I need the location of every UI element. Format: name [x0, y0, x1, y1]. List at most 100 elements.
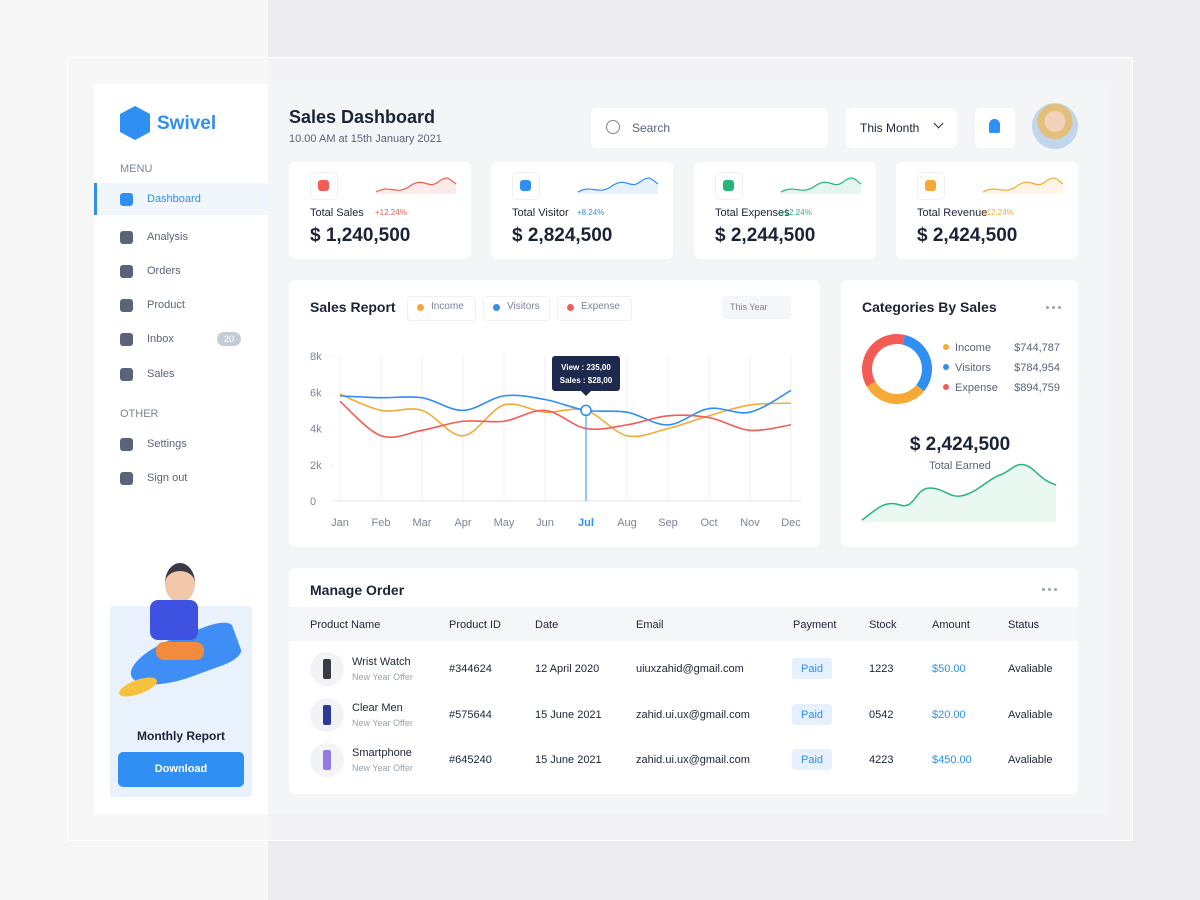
- cell-id: #645240: [449, 754, 492, 766]
- earned-area: [862, 464, 1056, 522]
- x-tick-label: May: [494, 517, 515, 529]
- stat-sparkline-area: [781, 178, 861, 194]
- cell-amount: $450.00: [932, 754, 972, 766]
- menu-item[interactable]: Settings: [147, 438, 187, 450]
- cell-date: 15 June 2021: [535, 708, 602, 721]
- legend-pill: [557, 296, 632, 321]
- menu-icon: [120, 472, 133, 485]
- period-select[interactable]: [722, 296, 791, 319]
- product-glyph: [323, 704, 331, 725]
- tooltip-arrow: [581, 391, 591, 396]
- total-label: Total Earned: [929, 460, 991, 472]
- more-dot: [1042, 588, 1045, 591]
- cell-date: 12 April 2020: [535, 663, 600, 675]
- cell-status: Avaliable: [1008, 708, 1053, 721]
- column-header: Date: [535, 619, 559, 631]
- product-glyph: [323, 659, 331, 679]
- donut-segment: [862, 334, 905, 387]
- search-box[interactable]: [591, 108, 828, 148]
- line-series: [339, 400, 792, 439]
- donut-segment: [866, 381, 925, 404]
- legend-pill: [407, 296, 476, 321]
- menu-icon: [120, 193, 133, 206]
- legend-label: Visitors: [955, 362, 991, 374]
- cell-status: Avaliable: [1008, 663, 1053, 675]
- stat-change: +12.24%: [982, 208, 1014, 217]
- column-header: Email: [636, 619, 664, 631]
- legend-value: $894,759: [1014, 382, 1060, 394]
- column-header: Status: [1008, 619, 1040, 631]
- menu-item[interactable]: Product: [147, 299, 185, 311]
- legend-dot: [417, 304, 424, 311]
- download-button[interactable]: Download: [118, 752, 244, 787]
- menu-label: MENU: [120, 163, 153, 175]
- search-icon: [606, 120, 620, 134]
- payment-status: Paid: [800, 663, 824, 675]
- y-tick-label: 4k: [310, 424, 322, 436]
- column-header: Product Name: [310, 619, 381, 631]
- column-header: Product ID: [449, 619, 501, 631]
- inbox-badge: 20: [217, 332, 241, 346]
- search-placeholder: Search: [632, 121, 671, 135]
- stat-sparkline: [982, 177, 1064, 193]
- more-dot: [1058, 306, 1061, 309]
- more-dot: [1054, 588, 1057, 591]
- period-select[interactable]: [846, 108, 957, 148]
- stat-value: $ 2,424,500: [917, 225, 1018, 246]
- donut-segment: [902, 334, 932, 392]
- x-tick-label: Mar: [413, 517, 432, 529]
- menu-item[interactable]: Analysis: [147, 231, 188, 243]
- menu-item[interactable]: Sales: [147, 368, 175, 380]
- stat-label: Total Sales: [310, 207, 364, 219]
- tooltip-text: View : 235,00: [561, 363, 611, 372]
- legend-label: Expense: [955, 382, 998, 394]
- tooltip-text: Sales : $28,00: [560, 376, 613, 385]
- column-header: Amount: [932, 619, 970, 631]
- stat-change: +12.24%: [375, 208, 407, 217]
- legend-label: Visitors: [507, 301, 540, 312]
- stat-icon: [310, 172, 338, 200]
- tooltip-box: [552, 356, 620, 391]
- cell-stock: 1223: [869, 663, 894, 675]
- cell-status: Avaliable: [1008, 754, 1053, 766]
- menu-item[interactable]: Dashboard: [147, 193, 201, 205]
- period-text: This Year: [730, 302, 768, 312]
- card-title: Sales Report: [310, 299, 396, 315]
- cell-email: zahid.ui.ux@gmail.com: [636, 754, 750, 766]
- categories-card: [841, 280, 1078, 547]
- stat-label: Total Visitor: [512, 207, 569, 219]
- menu-item[interactable]: Orders: [147, 265, 181, 277]
- total-value: $ 2,424,500: [910, 434, 1010, 455]
- cell-amount: $20.00: [932, 708, 966, 721]
- cell-id: #575644: [449, 708, 492, 721]
- menu-icon: [120, 333, 133, 346]
- legend-dot: [943, 344, 949, 350]
- bell-icon: [989, 119, 1000, 133]
- stat-sparkline: [577, 177, 659, 193]
- menu-item[interactable]: Inbox: [147, 333, 174, 345]
- page-title: Sales Dashboard: [289, 107, 436, 127]
- avatar[interactable]: [1032, 103, 1078, 149]
- product-offer: New Year Offer: [352, 717, 413, 728]
- column-header: Payment: [793, 619, 837, 631]
- payment-status: Paid: [800, 754, 824, 766]
- legend-dot: [567, 304, 574, 311]
- logo-icon: [120, 106, 150, 140]
- menu-item[interactable]: Sign out: [147, 472, 188, 484]
- stat-sparkline-area: [578, 178, 658, 194]
- x-tick-label: Oct: [700, 517, 717, 529]
- legend-label: Income: [955, 342, 991, 354]
- person-body: [150, 600, 198, 640]
- other-label: OTHER: [120, 408, 159, 420]
- more-dot: [1052, 306, 1055, 309]
- stat-sparkline-area: [983, 178, 1063, 194]
- legend-value: $744,787: [1014, 342, 1060, 354]
- cell-stock: 4223: [869, 754, 894, 766]
- stat-value: $ 1,240,500: [310, 225, 411, 246]
- x-tick-label: Jan: [331, 517, 349, 529]
- legend-pill: [483, 296, 550, 321]
- x-tick-label: Jun: [536, 517, 554, 529]
- cell-amount: $50.00: [932, 663, 966, 675]
